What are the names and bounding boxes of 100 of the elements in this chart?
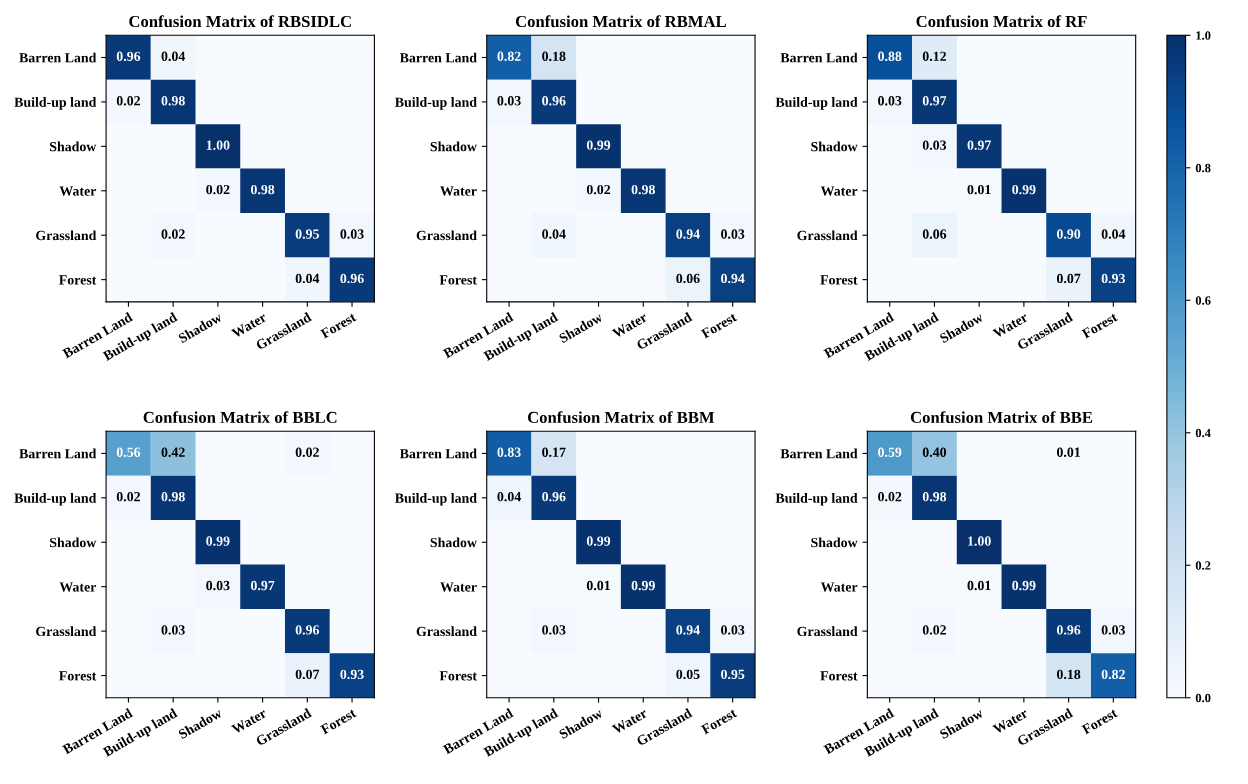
y-tick-label: Water	[59, 582, 97, 592]
color-bar-label: 0.6	[1195, 296, 1211, 305]
data-label: 0.04	[1101, 229, 1126, 239]
data-label: 0.96	[542, 491, 566, 502]
data-label: 0.02	[206, 184, 230, 195]
data-label: 0.03	[497, 96, 521, 106]
data-label: 1.00	[968, 536, 991, 546]
y-tick-label: Forest	[439, 275, 477, 285]
data-label: 0.06	[676, 273, 700, 284]
data-label: 0.96	[340, 273, 364, 284]
data-label: 0.40	[922, 447, 947, 457]
data-label: 0.02	[116, 491, 140, 502]
data-label: 0.98	[631, 184, 655, 195]
chart-title: Confusion Matrix of BBE	[910, 411, 1093, 424]
data-label: 0.03	[922, 140, 947, 150]
data-label: 0.93	[1101, 273, 1125, 284]
data-label: 0.01	[967, 184, 991, 195]
data-label: 0.94	[676, 229, 700, 239]
data-label: 0.17	[542, 447, 566, 457]
data-label: 0.03	[161, 625, 185, 635]
color-bar-label: 0.8	[1195, 163, 1211, 173]
y-tick-label: Grassland	[797, 230, 858, 241]
data-label: 0.56	[116, 447, 141, 457]
y-tick-label: Build-up land	[14, 97, 97, 110]
data-label: 0.01	[1056, 447, 1081, 457]
y-tick-label: Build-up land	[775, 97, 858, 110]
data-label: 0.02	[922, 625, 946, 635]
y-tick-label: Water	[59, 186, 97, 196]
y-tick-label: Shadow	[811, 537, 858, 548]
data-label: 0.95	[721, 669, 745, 680]
data-label: 0.97	[250, 580, 275, 591]
data-label: 0.97	[922, 96, 947, 106]
y-tick-label: Grassland	[797, 626, 858, 637]
y-tick-label: Water	[440, 582, 477, 592]
y-tick-label: Barren Land	[399, 52, 477, 63]
y-tick-label: Barren Land	[780, 448, 858, 459]
chart-title: Confusion Matrix of RBSIDLC	[129, 15, 351, 28]
data-label: 0.98	[922, 491, 947, 502]
data-label: 0.96	[542, 96, 566, 106]
data-label: 0.02	[161, 229, 185, 239]
data-label: 0.02	[295, 447, 319, 457]
color-bar-label: 0.0	[1195, 693, 1211, 703]
y-tick-label: Water	[820, 186, 858, 196]
y-tick-label: Shadow	[430, 537, 477, 548]
data-label: 0.97	[967, 140, 991, 150]
data-label: 0.83	[497, 447, 521, 457]
data-label: 0.96	[295, 625, 320, 635]
data-label: 0.88	[878, 51, 902, 62]
y-tick-label: Build-up land	[14, 493, 97, 506]
y-tick-label: Grassland	[36, 626, 97, 637]
y-tick-label: Build-up land	[775, 493, 858, 506]
color-bar-label: 1.0	[1196, 31, 1211, 40]
chart-title: Confusion Matrix of RF	[916, 15, 1087, 28]
data-label: 0.42	[161, 447, 185, 457]
data-label: 0.82	[1101, 669, 1125, 680]
data-label: 0.01	[967, 580, 991, 591]
data-label: 0.59	[878, 447, 902, 457]
y-tick-label: Forest	[820, 671, 858, 681]
data-label: 0.02	[878, 491, 902, 502]
y-tick-label: Water	[440, 186, 477, 196]
data-label: 0.18	[542, 51, 566, 62]
y-tick-label: Build-up land	[395, 493, 477, 506]
chart-title: Confusion Matrix of RBMAL	[515, 15, 726, 28]
data-label: 0.03	[542, 625, 566, 635]
chart-title: Confusion Matrix of BBLC	[143, 411, 337, 424]
data-label: 0.04	[161, 51, 186, 62]
data-label: 0.96	[116, 51, 141, 62]
data-label: 0.07	[1056, 273, 1081, 284]
y-tick-label: Grassland	[416, 626, 477, 637]
y-tick-label: Shadow	[430, 141, 477, 152]
data-label: 0.05	[676, 669, 700, 680]
data-label: 0.99	[1012, 184, 1036, 195]
data-label: 0.99	[1012, 580, 1036, 591]
y-tick-label: Shadow	[50, 141, 97, 152]
data-label: 0.03	[878, 96, 902, 106]
y-tick-label: Barren Land	[399, 448, 477, 459]
y-tick-label: Forest	[820, 275, 858, 285]
y-tick-label: Shadow	[811, 141, 858, 152]
data-label: 0.99	[586, 536, 611, 546]
y-tick-label: Grassland	[416, 230, 477, 241]
y-tick-label: Barren Land	[780, 52, 858, 63]
data-label: 0.18	[1056, 669, 1081, 680]
y-tick-label: Forest	[439, 671, 477, 681]
data-label: 0.99	[631, 580, 655, 591]
data-label: 0.04	[542, 229, 566, 239]
data-label: 0.03	[1101, 625, 1125, 635]
data-label: 0.94	[676, 625, 700, 635]
data-label: 0.82	[497, 51, 521, 62]
data-label: 0.03	[721, 625, 745, 635]
data-label: 0.95	[295, 229, 319, 239]
data-label: 0.03	[206, 580, 230, 591]
color-bar-label: 0.4	[1195, 428, 1211, 438]
y-tick-label: Barren Land	[19, 52, 97, 63]
y-tick-label: Grassland	[36, 230, 97, 241]
data-label: 0.98	[161, 96, 185, 106]
data-label: 0.98	[161, 491, 185, 502]
data-label: 0.90	[1056, 229, 1081, 239]
y-tick-label: Shadow	[50, 537, 97, 548]
data-label: 0.94	[721, 273, 745, 284]
chart-title: Confusion Matrix of BBM	[527, 411, 715, 424]
